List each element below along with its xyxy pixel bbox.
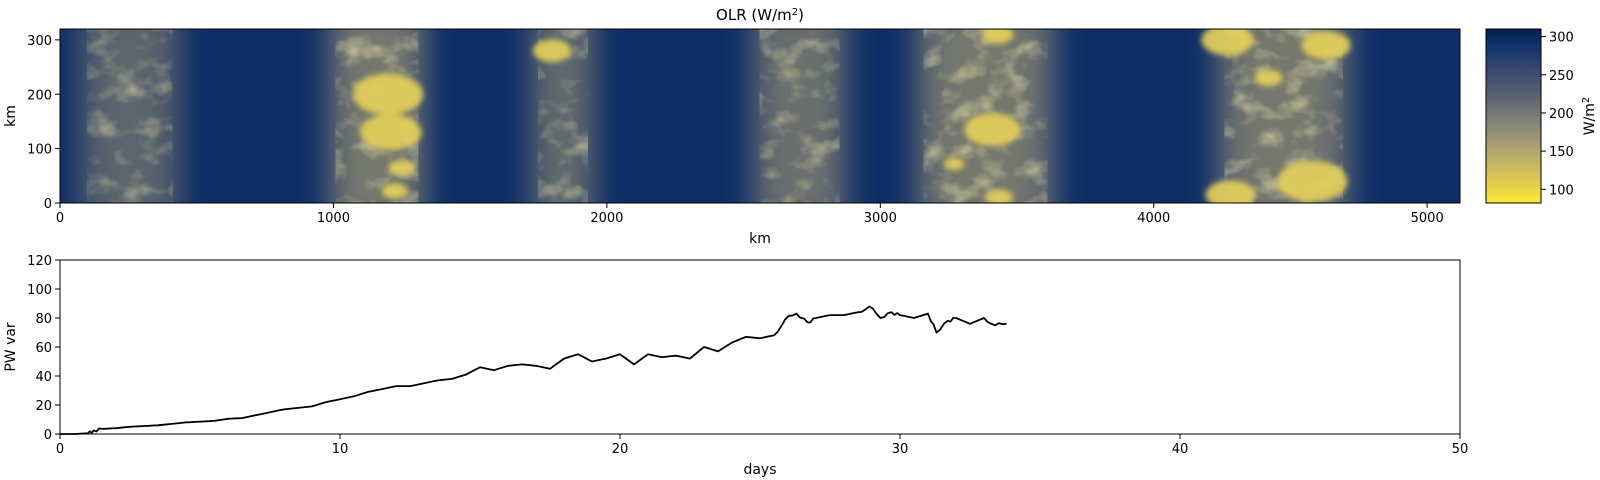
heatmap-y-axis: 0 100 200 300 xyxy=(27,34,60,212)
line-y-tick-label: 0 xyxy=(44,428,52,443)
line-y-tick-label: 120 xyxy=(27,254,52,269)
heatmap-cloud-texture xyxy=(759,29,840,203)
heatmap-y-tick-label: 300 xyxy=(27,34,52,49)
heatmap-convective-cell xyxy=(943,157,965,171)
heatmap-x-tick-label: 5000 xyxy=(1411,211,1444,226)
heatmap-y-tick-label: 0 xyxy=(44,197,52,212)
colorbar-axis: 100 150 200 250 300 xyxy=(1541,31,1574,198)
heatmap-x-tick-label: 2000 xyxy=(590,211,623,226)
heatmap-x-axis: 0 1000 2000 3000 4000 5000 xyxy=(56,203,1444,226)
olr-heatmap xyxy=(60,29,1460,203)
heatmap-y-tick-label: 100 xyxy=(27,143,52,158)
line-x-axis: 0 10 20 30 40 50 xyxy=(56,434,1468,457)
heatmap-convective-cell xyxy=(353,73,424,115)
heatmap-convective-cell xyxy=(360,114,422,151)
colorbar xyxy=(1485,28,1542,204)
heatmap-x-tick-label: 1000 xyxy=(317,211,350,226)
line-y-label: PW var xyxy=(3,322,19,372)
line-x-label: days xyxy=(743,462,776,478)
colorbar-tick-label: 150 xyxy=(1549,145,1574,160)
colorbar-tick-label: 100 xyxy=(1549,183,1574,198)
colorbar-tick-label: 250 xyxy=(1549,69,1574,84)
heatmap-cells xyxy=(353,29,1351,203)
heatmap-y-label: km xyxy=(3,105,19,127)
line-y-tick-label: 40 xyxy=(35,370,52,385)
heatmap-convective-cell xyxy=(985,189,1014,203)
heatmap-x-tick-label: 4000 xyxy=(1137,211,1170,226)
heatmap-convective-cell xyxy=(964,113,1021,147)
heatmap-convective-cell xyxy=(532,39,572,63)
heatmap-x-tick-label: 3000 xyxy=(864,211,897,226)
heatmap-convective-cell xyxy=(1277,160,1348,202)
heatmap-convective-cell xyxy=(1254,69,1283,87)
line-y-tick-label: 100 xyxy=(27,283,52,298)
line-y-tick-label: 80 xyxy=(35,312,52,327)
colorbar-tick-label: 300 xyxy=(1549,31,1574,46)
heatmap-convective-cell xyxy=(1301,30,1351,60)
heatmap-cloud-texture xyxy=(87,29,173,203)
line-y-axis: 0 20 40 60 80 100 120 xyxy=(27,254,60,443)
line-x-tick-label: 40 xyxy=(1172,442,1189,457)
heatmap-convective-cell xyxy=(982,29,1014,44)
colorbar-label: W/m2 xyxy=(1581,97,1599,136)
line-x-tick-label: 30 xyxy=(892,442,909,457)
heatmap-convective-cell xyxy=(381,183,409,199)
heatmap-convective-cell xyxy=(388,159,415,176)
line-x-tick-label: 50 xyxy=(1452,442,1469,457)
line-x-tick-label: 20 xyxy=(612,442,629,457)
line-x-tick-label: 0 xyxy=(56,442,64,457)
heatmap-x-label: km xyxy=(749,231,771,247)
pw-var-series-line xyxy=(60,305,1007,435)
heatmap-convective-cell xyxy=(1201,29,1254,56)
heatmap-y-tick-label: 200 xyxy=(27,88,52,103)
colorbar-tick-label: 200 xyxy=(1549,107,1574,122)
heatmap-convective-cell xyxy=(1205,180,1255,203)
line-plot-area xyxy=(59,259,1461,435)
heatmap-cloud-texture xyxy=(335,29,419,203)
line-y-tick-label: 20 xyxy=(35,399,52,414)
line-x-tick-label: 10 xyxy=(332,442,349,457)
olr-title: OLR (W/m2) xyxy=(716,6,804,24)
line-y-tick-label: 60 xyxy=(35,341,52,356)
heatmap-frame xyxy=(59,28,1461,204)
heatmap-x-tick-label: 0 xyxy=(56,211,64,226)
